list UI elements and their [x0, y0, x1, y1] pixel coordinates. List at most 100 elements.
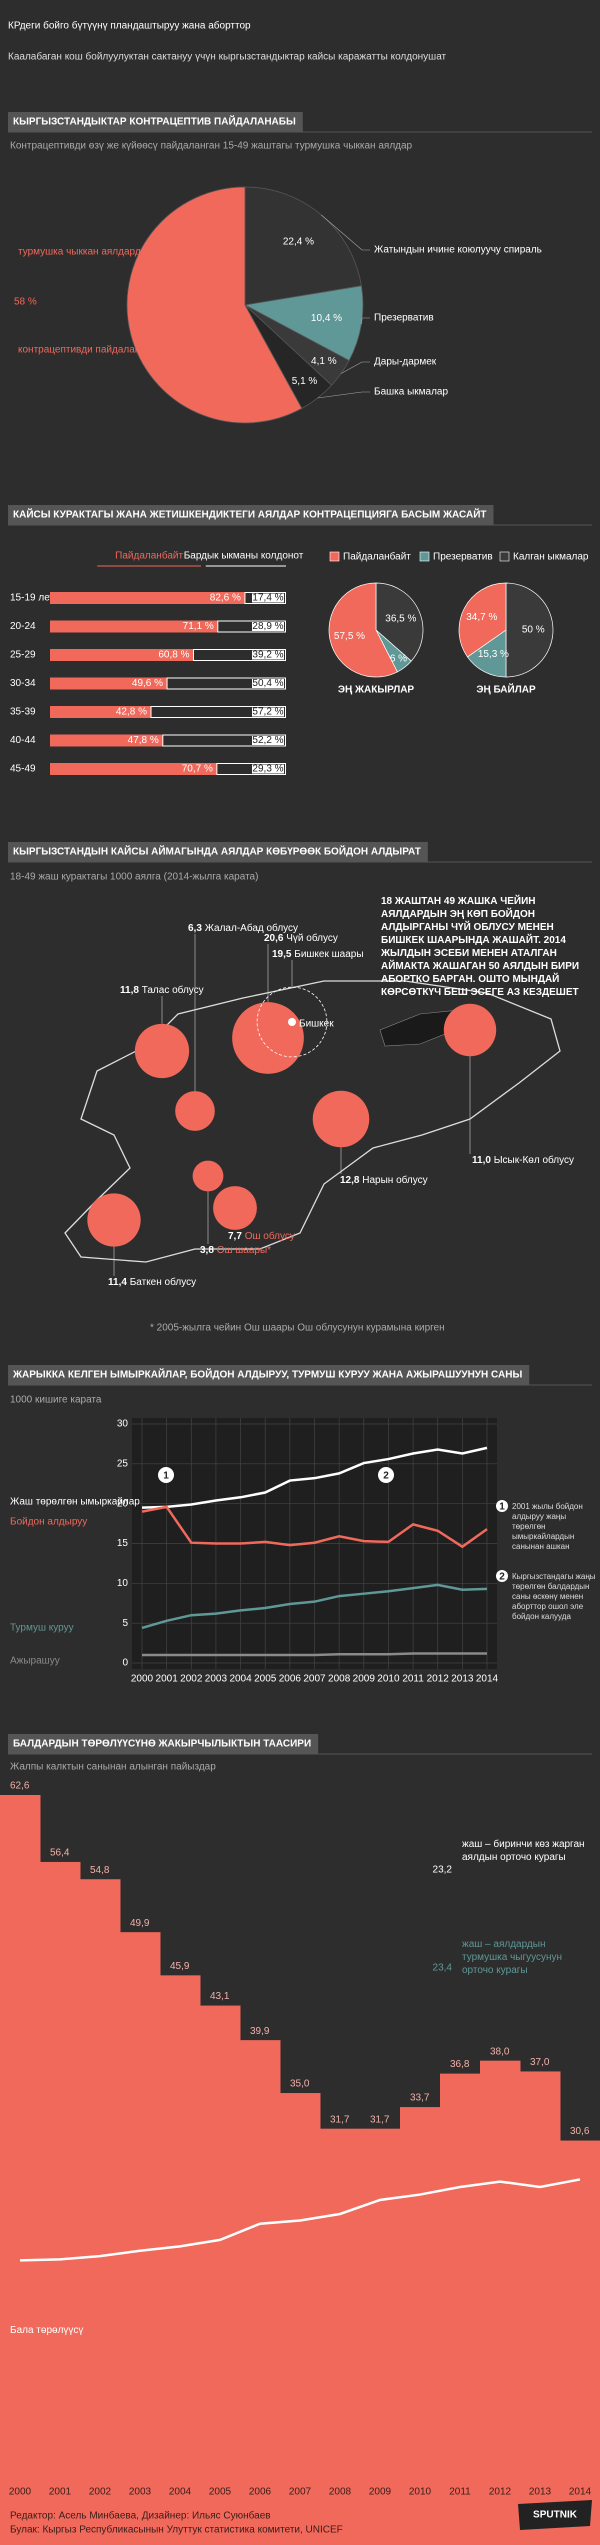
- region-name: Жалал-Абад облусу: [205, 922, 298, 934]
- step-column: [520, 2071, 561, 2471]
- x-tick-label: 2008: [329, 2487, 352, 2498]
- row-label: 40-44: [10, 735, 36, 746]
- bar-label: 39,2 %: [252, 650, 283, 661]
- callout-value: 58 %: [14, 297, 37, 308]
- slice-label: 57,5 %: [334, 631, 365, 642]
- value-label: 43,1: [210, 1991, 230, 2002]
- footer-source: Булак: Кыргыз Республикасынын Улуттук ст…: [10, 2524, 343, 2536]
- slice-label: 22,4 %: [283, 237, 314, 248]
- legend-swatch: [499, 551, 510, 562]
- annotation-marker: [158, 1467, 174, 1483]
- x-tick-label: 2001: [156, 1674, 179, 1685]
- value-label: 31,7: [370, 2114, 390, 2125]
- slice-label: 36,5 %: [385, 613, 416, 624]
- series-line: [142, 1652, 487, 1657]
- legend-label: Презерватив: [433, 552, 493, 563]
- pie-slice: [375, 582, 424, 662]
- region-value: 11,8: [120, 985, 139, 996]
- x-tick-label: 2003: [205, 1674, 228, 1685]
- stat-value: 23,4: [433, 1963, 453, 1974]
- value-label: 38,0: [490, 2046, 510, 2057]
- region-label: 7,7 Ош облусу: [228, 1230, 295, 1242]
- series-line: [141, 1446, 488, 1509]
- series-line: [141, 1505, 488, 1549]
- region-name: Нарын облусу: [362, 1174, 427, 1186]
- x-tick-label: 2004: [229, 1674, 252, 1685]
- section-title-bg: [8, 1365, 530, 1385]
- legend-label: Пайдаланбайт: [343, 551, 411, 563]
- y-tick-label: 5: [122, 1618, 128, 1629]
- bar-label: 49,6 %: [132, 678, 163, 689]
- x-tick-label: 2006: [279, 1674, 302, 1685]
- row-label: 25-29: [10, 650, 36, 661]
- region-label: 12,8 Нарын облусу: [340, 1174, 428, 1186]
- y-tick-label: 20: [117, 1498, 129, 1509]
- value-label: 31,7: [330, 2114, 350, 2125]
- bar-segment: [50, 706, 152, 718]
- region-label: 11,4 Баткен облусу: [108, 1276, 196, 1288]
- slice-name: Башка ыкмалар: [374, 387, 448, 398]
- leader-line: [317, 391, 370, 399]
- x-tick-label: 2002: [180, 1674, 203, 1685]
- label-box: [252, 764, 284, 774]
- x-tick-label: 2000: [9, 2487, 32, 2498]
- x-tick-label: 2009: [369, 2487, 392, 2498]
- value-label: 45,9: [170, 1961, 190, 1972]
- bubble: [256, 986, 328, 1058]
- section-title: КАЙСЫ КУРАКТАГЫ ЖАНА ЖЕТИШКЕНДИКТЕГИ АЯЛ…: [13, 508, 487, 521]
- x-tick-label: 2005: [254, 1674, 277, 1685]
- bar-label: 42,8 %: [116, 707, 147, 718]
- bar-label: 47,8 %: [128, 735, 159, 746]
- region-value: 6,3: [188, 923, 202, 934]
- bar-label: 28,9 %: [252, 621, 283, 632]
- region-label: 11,0 Ысык-Көл облусу: [472, 1154, 574, 1166]
- series-label: Жаш төрөлгөн ымыркайлар: [10, 1496, 140, 1507]
- slice-label: 10,4 %: [311, 313, 342, 324]
- stat-text: жаш – аялдардын турмушка чыгуусунун орто…: [462, 1939, 563, 1976]
- pie-slice: [458, 582, 507, 658]
- series-header: Пайдаланбайт: [115, 550, 183, 562]
- value-label: 39,9: [250, 2026, 270, 2037]
- label-box: [252, 707, 284, 717]
- x-tick-label: 2010: [377, 1674, 400, 1685]
- annotation-text: 2001 жылы бойдон алдыруу жаңы төрөлгөн ы…: [512, 1502, 583, 1551]
- label-box: [252, 736, 284, 745]
- annotation-number: 1: [163, 1471, 169, 1482]
- x-tick-label: 2007: [289, 2487, 312, 2498]
- step-column: [80, 1879, 121, 2471]
- area-base: [0, 2471, 600, 2545]
- value-label: 30,6: [570, 2126, 590, 2137]
- legend-swatch: [329, 551, 340, 562]
- map-note: 18 жаштан 49 жашка чейин аялдардын эң кө…: [381, 896, 580, 998]
- stat-value: 23,2: [433, 1865, 453, 1876]
- x-tick-label: 2006: [249, 2487, 272, 2498]
- region-name: Ош шаары*: [217, 1245, 271, 1256]
- step-column: [120, 1932, 161, 2471]
- x-tick-label: 2011: [449, 2487, 471, 2498]
- section-title: КЫРГЫЗСТАНДЫКТАР КОНТРАЦЕПТИВ ПАЙДАЛАНАБ…: [13, 115, 296, 128]
- bar-label: 71,1 %: [183, 621, 214, 632]
- city-dot: [288, 1018, 296, 1026]
- slice-label: 5,1 %: [292, 376, 318, 387]
- pie-slice: [505, 582, 554, 678]
- x-tick-label: 2007: [303, 1674, 326, 1685]
- leader-line: [321, 214, 370, 251]
- section-subtitle: 1000 кишиге карата: [10, 1395, 102, 1406]
- y-tick-label: 10: [117, 1578, 129, 1589]
- bar-segment: [50, 592, 245, 604]
- region-value: 12,8: [340, 1175, 360, 1186]
- series-line: [19, 2178, 581, 2262]
- page-subtitle: Каалабаган кош бойлуулуктан сактануу үчү…: [8, 51, 447, 63]
- region-name: Ош облусу: [245, 1230, 295, 1242]
- bubble: [192, 1160, 224, 1192]
- section-title: КЫРГЫЗСТАНДЫН КАЙСЫ АЙМАГЫНДА АЯЛДАР КӨБ…: [13, 845, 421, 858]
- region-label: 19,5 Бишкек шаары: [272, 949, 364, 960]
- row-label: 30-34: [10, 678, 36, 689]
- slice-label: 15,3 %: [478, 649, 509, 660]
- bar-segment: [166, 677, 286, 690]
- annotation-number: 1: [499, 1502, 505, 1513]
- legend-swatch: [419, 551, 430, 562]
- section-title-bg: [8, 842, 428, 862]
- leader-line: [361, 317, 370, 325]
